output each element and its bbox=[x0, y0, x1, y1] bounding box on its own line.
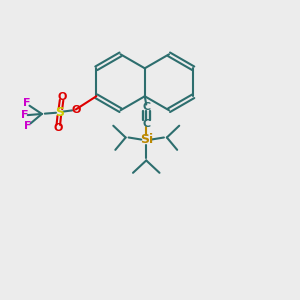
Text: O: O bbox=[58, 92, 67, 102]
Text: C: C bbox=[142, 118, 150, 129]
Text: O: O bbox=[53, 123, 63, 133]
Text: F: F bbox=[24, 121, 32, 131]
Text: F: F bbox=[23, 98, 30, 108]
Text: F: F bbox=[21, 110, 28, 120]
Text: C: C bbox=[142, 103, 150, 112]
Text: Si: Si bbox=[140, 133, 153, 146]
Text: O: O bbox=[71, 104, 80, 115]
Text: S: S bbox=[55, 106, 64, 119]
